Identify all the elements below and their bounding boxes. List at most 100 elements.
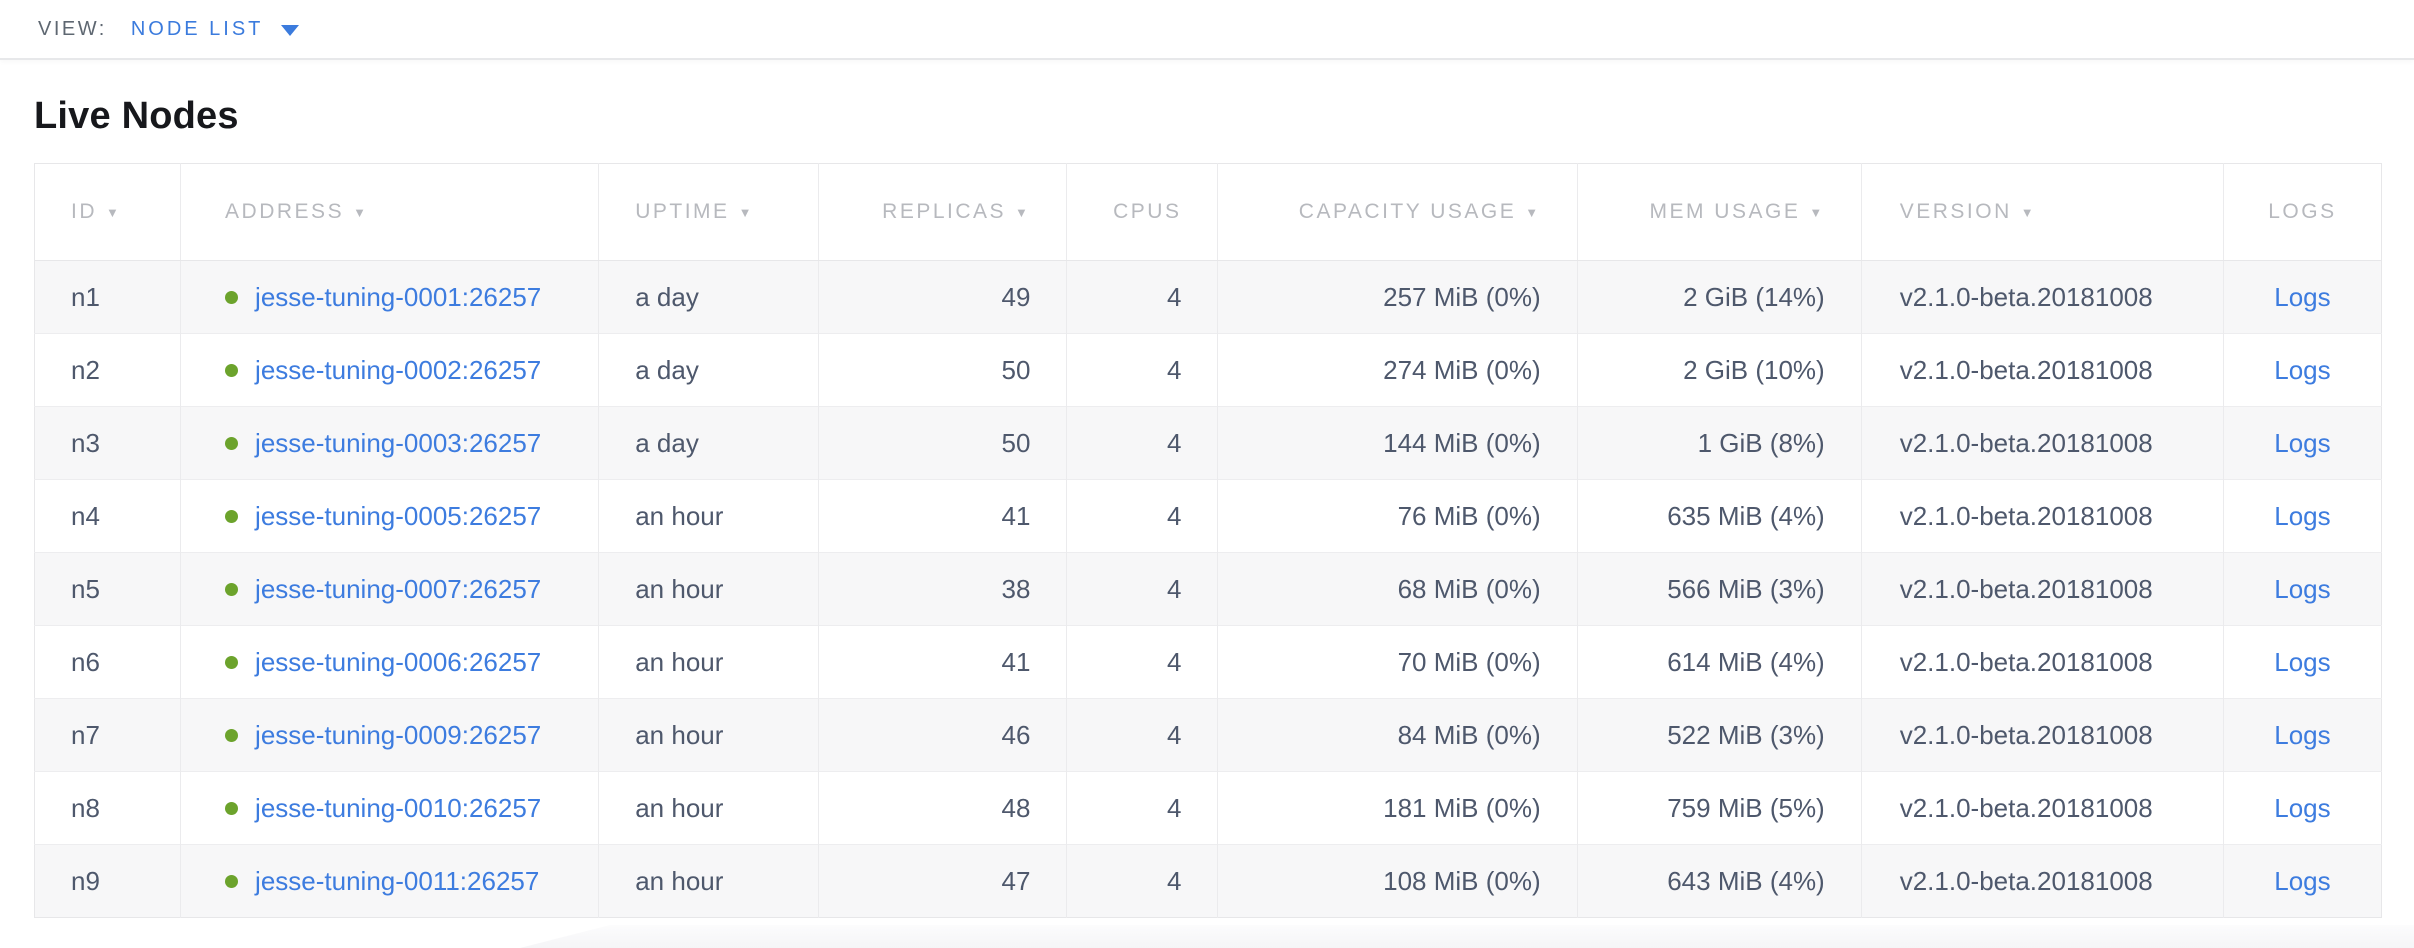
- node-id-value: n4: [34, 479, 182, 553]
- node-row-n8: n8 jesse-tuning-0010:26257 an hour 48 4 181 M…: [34, 771, 2382, 845]
- node-logs-link[interactable]: Logs: [2274, 792, 2331, 823]
- column-header-capacity[interactable]: CAPACITY USAGE ▼: [1217, 163, 1578, 261]
- node-logs-cell: Logs: [2223, 261, 2381, 334]
- node-address-cell: jesse-tuning-0010:26257: [180, 771, 600, 845]
- node-address-link[interactable]: jesse-tuning-0011:26257: [255, 865, 540, 896]
- node-logs-cell: Logs: [2223, 698, 2382, 772]
- sort-desc-icon: ▼: [2020, 205, 2037, 220]
- node-version-value: v2.1.0-beta.20181008: [1861, 260, 2224, 334]
- chevron-down-icon: [281, 24, 300, 36]
- node-mem-value: 522 MiB (3%): [1577, 698, 1862, 772]
- node-live-dot-icon: [225, 509, 239, 523]
- sort-desc-icon: ▼: [1015, 205, 1031, 220]
- node-logs-link[interactable]: Logs: [2274, 500, 2331, 531]
- node-address-link[interactable]: jesse-tuning-0001:26257: [255, 281, 542, 312]
- node-live-dot-icon: [225, 363, 239, 377]
- node-uptime-value: a day: [598, 260, 820, 334]
- node-replicas-value: 50: [818, 333, 1068, 407]
- node-address-cell: jesse-tuning-0001:26257: [180, 260, 600, 334]
- node-uptime-value: an hour: [598, 552, 820, 626]
- node-address-link[interactable]: jesse-tuning-0009:26257: [255, 719, 542, 750]
- column-label: MEM USAGE: [1649, 200, 1801, 223]
- node-capacity-value: 84 MiB (0%): [1217, 698, 1578, 772]
- node-version-value: v2.1.0-beta.20181008: [1861, 625, 2224, 699]
- node-row-n3: n3 jesse-tuning-0003:26257 a day 50 4 144 MiB…: [34, 406, 2382, 480]
- column-label: CAPACITY USAGE: [1298, 200, 1517, 223]
- column-header-uptime[interactable]: UPTIME ▼: [598, 163, 820, 261]
- node-version-value: v2.1.0-beta.20181008: [1861, 771, 2224, 845]
- node-cpus-value: 4: [1066, 333, 1219, 407]
- node-capacity-value: 70 MiB (0%): [1217, 625, 1578, 699]
- node-live-dot-icon: [225, 874, 239, 888]
- node-address-link[interactable]: jesse-tuning-0002:26257: [255, 354, 542, 385]
- column-label: VERSION: [1899, 200, 2012, 223]
- node-version-value: v2.1.0-beta.20181008: [1861, 698, 2224, 772]
- column-header-version[interactable]: VERSION ▼: [1861, 163, 2224, 261]
- node-row-n6: n6 jesse-tuning-0006:26257 an hour 41 4 70 Mi…: [34, 625, 2382, 699]
- column-header-mem[interactable]: MEM USAGE ▼: [1577, 163, 1862, 261]
- node-logs-cell: Logs: [2223, 333, 2382, 407]
- view-label: VIEW:: [38, 17, 107, 40]
- node-logs-link[interactable]: Logs: [2274, 573, 2331, 604]
- node-address-cell: jesse-tuning-0003:26257: [180, 406, 600, 480]
- node-capacity-value: 181 MiB (0%): [1217, 771, 1578, 845]
- column-header-id[interactable]: ID ▼: [34, 163, 182, 261]
- column-label: UPTIME: [635, 200, 730, 223]
- node-cpus-value: 4: [1066, 771, 1219, 845]
- node-logs-link[interactable]: Logs: [2274, 427, 2331, 458]
- node-address-link[interactable]: jesse-tuning-0007:26257: [255, 573, 542, 604]
- node-cpus-value: 4: [1066, 625, 1219, 699]
- column-header-address[interactable]: ADDRESS ▼: [180, 163, 600, 261]
- node-capacity-value: 274 MiB (0%): [1217, 333, 1578, 407]
- node-mem-value: 635 MiB (4%): [1577, 479, 1862, 553]
- node-logs-link[interactable]: Logs: [2274, 646, 2331, 677]
- node-address-cell: jesse-tuning-0005:26257: [180, 479, 600, 553]
- node-address-cell: jesse-tuning-0009:26257: [180, 698, 600, 772]
- node-row-n2: n2 jesse-tuning-0002:26257 a day 50 4 274 MiB…: [34, 333, 2382, 407]
- next-section-edge: [520, 925, 2414, 948]
- node-logs-cell: Logs: [2223, 771, 2382, 845]
- node-address-link[interactable]: jesse-tuning-0003:26257: [255, 427, 542, 458]
- node-logs-link[interactable]: Logs: [2274, 281, 2331, 312]
- node-cpus-value: 4: [1066, 698, 1219, 772]
- view-selector-dropdown[interactable]: NODE LIST: [131, 18, 300, 41]
- node-live-dot-icon: [225, 290, 239, 304]
- node-address-link[interactable]: jesse-tuning-0005:26257: [255, 500, 542, 531]
- node-capacity-value: 76 MiB (0%): [1217, 479, 1578, 553]
- node-logs-cell: Logs: [2223, 625, 2382, 699]
- column-header-cpus: CPUS: [1066, 163, 1219, 261]
- node-replicas-value: 47: [818, 844, 1068, 918]
- node-version-value: v2.1.0-beta.20181008: [1861, 552, 2224, 626]
- node-replicas-value: 48: [818, 771, 1068, 845]
- node-version-value: v2.1.0-beta.20181008: [1861, 844, 2224, 918]
- node-address-link[interactable]: jesse-tuning-0010:26257: [255, 792, 542, 823]
- node-address-link[interactable]: jesse-tuning-0006:26257: [255, 646, 542, 677]
- node-uptime-value: an hour: [598, 479, 820, 553]
- node-address-cell: jesse-tuning-0007:26257: [180, 552, 600, 626]
- node-mem-value: 2 GiB (10%): [1577, 333, 1862, 407]
- node-cpus-value: 4: [1066, 260, 1219, 334]
- page-title: Live Nodes: [34, 95, 239, 137]
- node-mem-value: 1 GiB (8%): [1577, 406, 1862, 480]
- node-cpus-value: 4: [1066, 844, 1219, 918]
- node-logs-link[interactable]: Logs: [2274, 719, 2331, 750]
- node-uptime-value: an hour: [598, 625, 820, 699]
- node-logs-link[interactable]: Logs: [2274, 354, 2331, 385]
- node-replicas-value: 50: [818, 406, 1068, 480]
- node-live-dot-icon: [225, 582, 239, 596]
- node-mem-value: 759 MiB (5%): [1577, 771, 1862, 845]
- column-header-replicas[interactable]: REPLICAS ▼: [818, 163, 1068, 261]
- node-id-value: n8: [34, 771, 182, 845]
- node-address-cell: jesse-tuning-0011:26257: [180, 844, 600, 918]
- column-label: LOGS: [2268, 200, 2337, 223]
- column-label: ADDRESS: [225, 200, 345, 223]
- node-id-value: n7: [34, 698, 182, 772]
- node-uptime-value: an hour: [598, 698, 820, 772]
- node-replicas-value: 38: [818, 552, 1068, 626]
- node-capacity-value: 108 MiB (0%): [1217, 844, 1578, 918]
- node-id-value: n1: [34, 260, 182, 334]
- node-row-n9: n9 jesse-tuning-0011:26257 an hour 47 4 108 M…: [34, 844, 2382, 918]
- node-row-n5: n5 jesse-tuning-0007:26257 an hour 38 4 68 Mi…: [34, 552, 2382, 626]
- view-selected-value: NODE LIST: [130, 17, 264, 40]
- node-logs-link[interactable]: Logs: [2274, 865, 2331, 896]
